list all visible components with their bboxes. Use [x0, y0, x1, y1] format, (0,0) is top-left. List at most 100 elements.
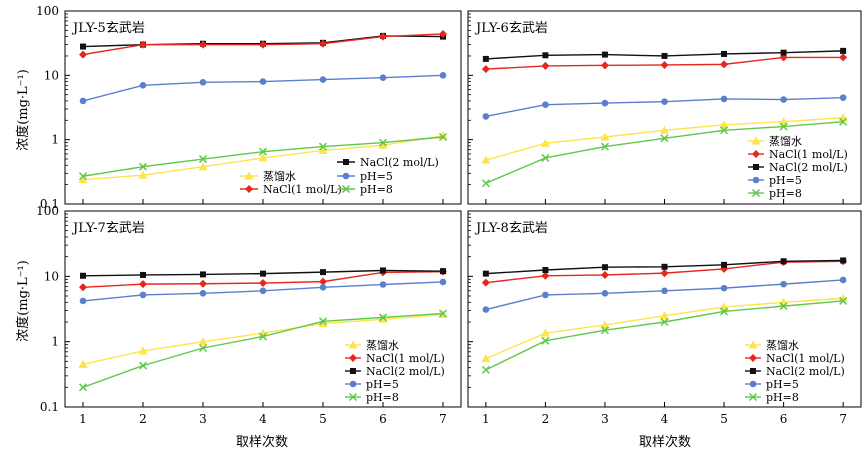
data-point — [138, 361, 148, 370]
series-nacl-2-mol-l — [482, 257, 847, 277]
series-ph-8 — [78, 309, 448, 392]
data-point — [379, 74, 387, 81]
series-nacl-2-mol-l — [80, 267, 446, 279]
data-point — [780, 258, 787, 265]
legend-marker — [245, 185, 253, 193]
series-ph-8 — [481, 296, 848, 374]
data-point — [319, 283, 327, 291]
data-point — [600, 61, 609, 70]
data-point — [258, 147, 268, 156]
data-point — [199, 289, 207, 297]
data-point — [379, 32, 387, 41]
y-tick-label: 100 — [36, 4, 59, 18]
data-point — [839, 94, 847, 101]
data-point — [661, 98, 668, 105]
data-point — [318, 318, 328, 327]
legend-marker — [348, 392, 358, 402]
legend-label: pH=8 — [766, 391, 799, 404]
panel-frame — [467, 10, 862, 205]
data-point — [660, 125, 669, 134]
series-ph-5 — [482, 276, 847, 313]
data-point — [198, 337, 208, 346]
data-point — [660, 60, 669, 69]
series-ph-5 — [79, 278, 447, 305]
legend-label: NaCl(1 mol/L) — [366, 352, 445, 365]
legend-marker — [349, 380, 357, 388]
legend-item-ph-5: pH=5 — [345, 378, 399, 391]
data-point — [482, 270, 489, 277]
data-point — [319, 277, 327, 286]
data-point — [600, 142, 609, 151]
series-nacl-2-mol-l — [482, 47, 847, 62]
legend-label: NaCl(1 mol/L) — [769, 148, 848, 161]
data-point — [258, 153, 268, 162]
data-point — [139, 81, 147, 89]
data-point — [78, 172, 88, 181]
y-axis-label-bottom: 浓度(mg·L⁻¹) — [15, 260, 31, 342]
data-point — [720, 60, 729, 69]
data-point — [541, 153, 550, 162]
x-tick-label: 7 — [839, 412, 847, 426]
data-point — [259, 279, 267, 288]
data-point — [259, 78, 267, 85]
data-point — [540, 328, 550, 337]
series-ph-5 — [482, 94, 847, 120]
x-tick-label: 4 — [661, 412, 669, 426]
y-tick-label: 1 — [51, 335, 59, 349]
legend-label: pH=5 — [360, 170, 393, 183]
data-point — [380, 267, 386, 274]
legend-label: pH=8 — [769, 187, 802, 200]
data-point — [481, 278, 490, 287]
x-tick-label: 6 — [780, 412, 788, 426]
legend-marker — [343, 159, 349, 165]
data-point — [318, 142, 328, 151]
data-point — [438, 132, 448, 142]
x-tick-label: 7 — [439, 412, 447, 426]
data-point — [319, 39, 327, 48]
data-point — [259, 40, 267, 49]
x-axis-label-right: 取样次数 — [639, 434, 691, 450]
data-point — [838, 113, 848, 122]
data-point — [780, 96, 787, 103]
legend-marker — [350, 368, 356, 374]
data-point — [601, 99, 609, 107]
panel-title: JLY-5玄武岩 — [71, 21, 145, 36]
panel-title: JLY-6玄武岩 — [474, 21, 548, 36]
data-point — [378, 314, 388, 323]
data-point — [839, 117, 848, 126]
data-point — [661, 52, 668, 59]
legend-marker — [342, 172, 350, 180]
data-point — [139, 280, 147, 289]
data-point — [721, 261, 728, 268]
data-point — [318, 317, 328, 326]
legend-marker — [349, 354, 357, 362]
legend-item-ph-8: pH=8 — [345, 391, 399, 404]
legend-marker — [244, 171, 254, 180]
data-point — [600, 326, 609, 335]
data-point — [719, 120, 729, 129]
legend-marker — [749, 354, 757, 362]
legend-marker — [751, 188, 761, 198]
data-point — [839, 276, 847, 284]
data-point — [138, 162, 148, 171]
data-point — [440, 268, 446, 275]
x-tick-label: 5 — [319, 412, 327, 426]
data-point — [600, 270, 609, 279]
series-nacl-1-mol-l — [79, 29, 447, 59]
data-point — [138, 170, 148, 179]
legend-marker — [341, 184, 351, 194]
data-point — [199, 40, 207, 49]
legend-marker — [751, 136, 761, 145]
data-point — [258, 332, 268, 341]
legend-item-nacl-1-mol-l: NaCl(1 mol/L) — [345, 352, 445, 365]
legend-label: pH=5 — [766, 378, 799, 391]
legend-label: NaCl(2 mol/L) — [366, 365, 445, 378]
data-point — [439, 29, 447, 38]
legend-marker — [348, 340, 358, 349]
data-point — [541, 61, 550, 70]
